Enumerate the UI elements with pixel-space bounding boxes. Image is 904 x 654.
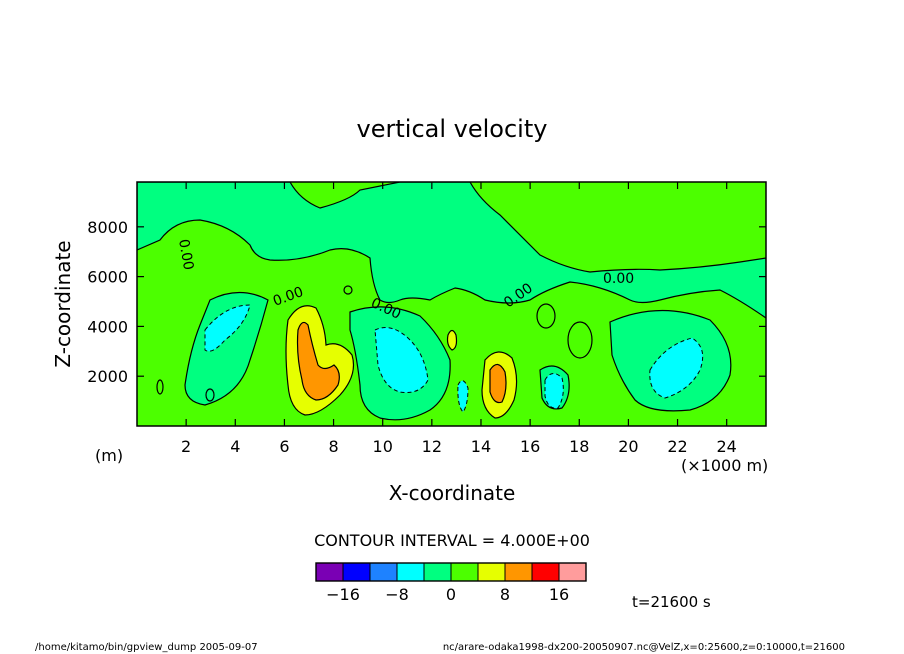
x-tick-label: 4 bbox=[230, 437, 240, 456]
y-tick-label: 8000 bbox=[87, 218, 128, 237]
contour-label: 0.00 bbox=[175, 238, 196, 271]
contour-region-down-core-5 bbox=[457, 380, 469, 413]
x-tick-label: 2 bbox=[181, 437, 191, 456]
x-tick-label: 10 bbox=[373, 437, 393, 456]
x-tick-label: 6 bbox=[279, 437, 289, 456]
x-axis: 2 4 6 8 10 12 14 16 18 20 22 24 bbox=[181, 182, 737, 456]
y-tick-label: 2000 bbox=[87, 367, 128, 386]
contour-small-ring-4 bbox=[343, 285, 353, 295]
colorbar-tick-label: −8 bbox=[385, 585, 409, 604]
colorbar-tick-label: 16 bbox=[549, 585, 569, 604]
plot-frame bbox=[136, 181, 767, 427]
x-unit-label: (×1000 m) bbox=[681, 456, 768, 475]
colorbar-swatch bbox=[531, 562, 560, 582]
colorbar-frame bbox=[315, 562, 587, 582]
x-tick-label: 22 bbox=[667, 437, 687, 456]
y-axis-title: Z-coordinate bbox=[51, 240, 75, 367]
x-tick-label: 16 bbox=[520, 437, 540, 456]
contour-region-updraft-1-core bbox=[296, 321, 340, 401]
footer-right: nc/arare-odaka1998-dx200-20050907.nc@Vel… bbox=[443, 642, 845, 653]
colorbar-swatch bbox=[504, 562, 533, 582]
x-tick-label: 24 bbox=[717, 437, 737, 456]
colorbar-tick-label: 8 bbox=[500, 585, 510, 604]
footer-left: /home/kitamo/bin/gpview_dump 2005-09-07 bbox=[35, 642, 258, 653]
contour-region-down-core-3 bbox=[649, 337, 704, 399]
contour-region-down-core-4 bbox=[544, 373, 564, 409]
y-tick-label: 4000 bbox=[87, 317, 128, 336]
contour-label: 0.00 bbox=[603, 271, 634, 287]
contour-small-ring-5 bbox=[205, 388, 215, 402]
colorbar-swatch bbox=[477, 562, 506, 582]
contour-small-ring-2 bbox=[567, 321, 593, 359]
colorbar-swatch bbox=[396, 562, 425, 582]
y-tick-label: 6000 bbox=[87, 268, 128, 287]
colorbar-swatch bbox=[450, 562, 479, 582]
contour-region-down-core-1 bbox=[204, 304, 251, 352]
colorbar-swatch bbox=[369, 562, 398, 582]
colorbar-swatch bbox=[423, 562, 452, 582]
y-axis: 2000 4000 6000 8000 bbox=[87, 218, 766, 386]
contour-region-weak-down-mid bbox=[184, 291, 269, 406]
contour-small-ring-3 bbox=[156, 379, 164, 395]
contour-region-updraft-3 bbox=[446, 329, 458, 351]
time-label: t=21600 s bbox=[632, 593, 711, 611]
contour-region-updraft-2-core bbox=[489, 363, 507, 404]
y-unit-label: (m) bbox=[95, 446, 123, 465]
contour-region-down-core-2 bbox=[374, 327, 429, 393]
x-tick-label: 12 bbox=[422, 437, 442, 456]
contour-small-ring-1 bbox=[536, 303, 556, 329]
colorbar-swatch bbox=[342, 562, 371, 582]
chart-title: vertical velocity bbox=[357, 115, 548, 143]
colorbar: −16 −8 0 8 16 bbox=[315, 562, 587, 604]
x-tick-label: 20 bbox=[618, 437, 638, 456]
contour-interval: CONTOUR INTERVAL = 4.000E+00 bbox=[314, 531, 590, 550]
contour-field bbox=[137, 182, 766, 426]
x-tick-label: 8 bbox=[328, 437, 338, 456]
x-axis-title: X-coordinate bbox=[389, 481, 516, 505]
x-tick-label: 18 bbox=[569, 437, 589, 456]
contour-region-weak-down bbox=[137, 182, 766, 319]
colorbar-swatch bbox=[315, 562, 344, 582]
colorbar-tick-label: −16 bbox=[326, 585, 360, 604]
colorbar-swatch bbox=[558, 562, 587, 582]
x-tick-label: 14 bbox=[471, 437, 491, 456]
colorbar-tick-label: 0 bbox=[446, 585, 456, 604]
